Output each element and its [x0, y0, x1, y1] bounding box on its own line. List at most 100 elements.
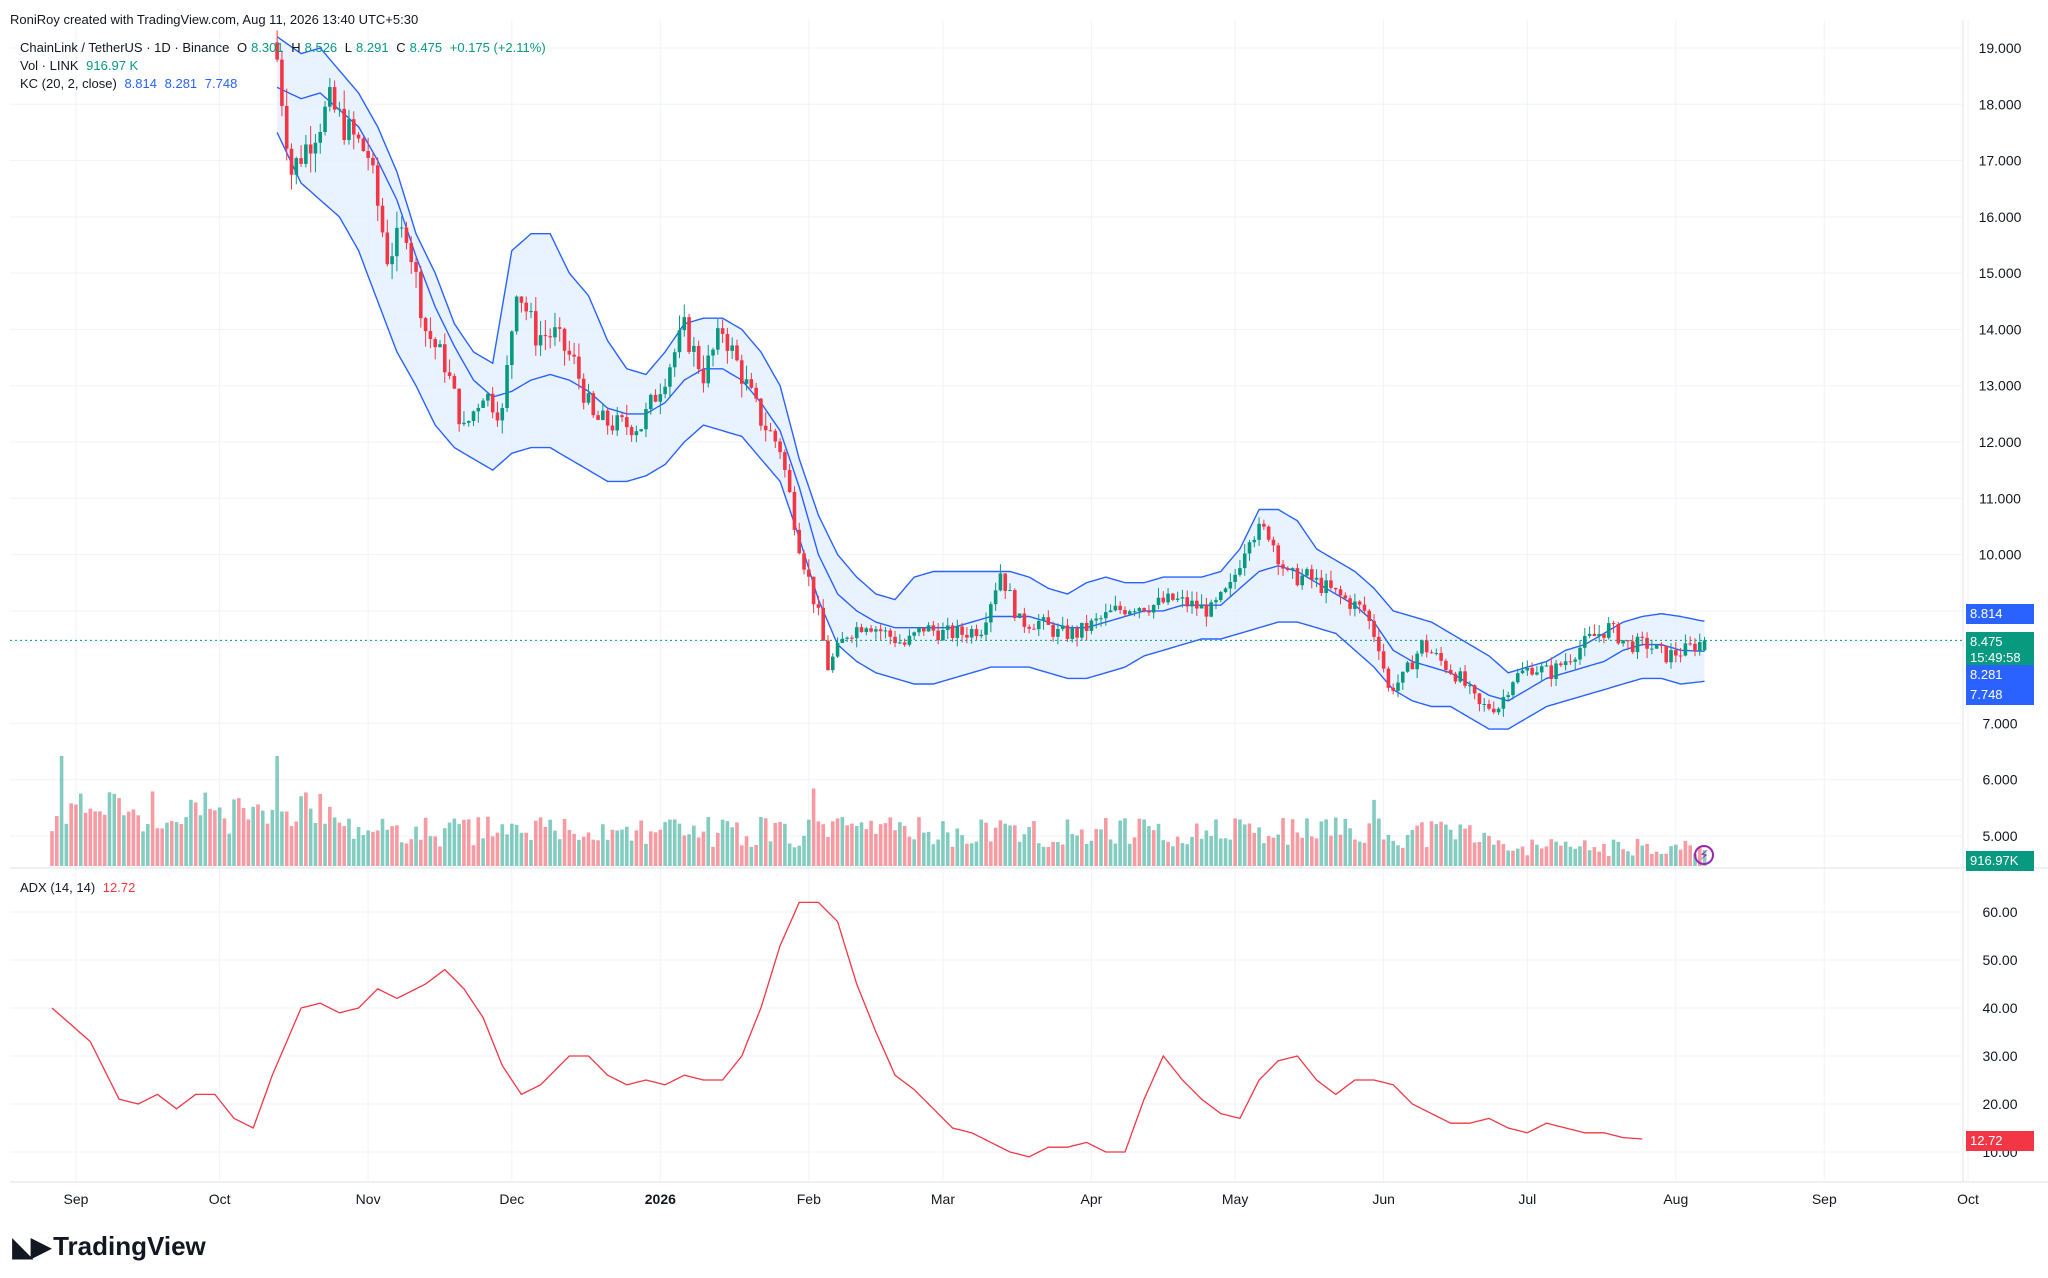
- volume-bar: [826, 836, 830, 866]
- volume-bar: [514, 824, 519, 866]
- volume-bar: [1314, 838, 1319, 866]
- candle-body: [1070, 628, 1075, 639]
- volume-bar: [955, 828, 960, 866]
- volume-bar: [1482, 832, 1487, 866]
- tradingview-logo[interactable]: ◣▶ TradingView: [12, 1230, 206, 1263]
- volume-bar: [1444, 824, 1448, 866]
- volume-bar: [1683, 840, 1688, 866]
- kc-upper-tag: 8.814: [1966, 604, 2034, 624]
- volume-bar: [792, 847, 797, 866]
- candle-body: [553, 327, 557, 338]
- candle-body: [749, 379, 754, 388]
- volume-legend[interactable]: Vol · LINK 916.97 K: [20, 58, 142, 73]
- candle-body: [1329, 580, 1333, 588]
- candle-body: [1199, 604, 1204, 609]
- volume-bar: [730, 827, 734, 866]
- volume-bar: [1463, 828, 1467, 866]
- candle-body: [318, 132, 323, 143]
- candle-body: [1693, 643, 1697, 652]
- volume-bar: [1305, 818, 1309, 866]
- volume-bar: [222, 818, 227, 866]
- candle-body: [1104, 612, 1108, 619]
- candle-body: [581, 378, 586, 403]
- candle-body: [1151, 605, 1156, 613]
- adx-legend[interactable]: ADX (14, 14) 12.72: [20, 880, 139, 895]
- candle-body: [1089, 620, 1094, 631]
- volume-bar: [1602, 844, 1606, 866]
- volume-bar: [433, 836, 437, 866]
- candle-body: [658, 394, 663, 402]
- symbol-legend[interactable]: ChainLink / TetherUS · 1D · Binance O 8.3…: [20, 40, 550, 55]
- candle-body: [1056, 628, 1060, 637]
- volume-bar: [1233, 818, 1237, 866]
- candle-body: [328, 87, 332, 107]
- volume-bar: [1511, 850, 1515, 866]
- candle-body: [1468, 685, 1472, 687]
- volume-bar: [1372, 799, 1376, 866]
- volume-bar: [1554, 841, 1558, 866]
- volume-bar: [1257, 827, 1261, 866]
- volume-bar: [1132, 837, 1137, 866]
- volume-bar: [648, 831, 653, 866]
- candle-body: [854, 627, 859, 639]
- candle-body: [1338, 589, 1343, 596]
- candle-body: [1175, 598, 1180, 600]
- volume-bar: [1089, 840, 1094, 866]
- volume-bar: [859, 822, 864, 866]
- volume-bar: [419, 839, 423, 866]
- price-tick-label: 19.000: [1979, 40, 2022, 56]
- volume-bar: [1621, 849, 1625, 866]
- volume-value: 916.97 K: [86, 58, 139, 73]
- candle-body: [1209, 602, 1213, 617]
- volume-bar: [1530, 839, 1534, 866]
- candle-body: [1554, 663, 1558, 679]
- candle-body: [783, 452, 787, 470]
- candle-body: [720, 328, 725, 334]
- candle-body: [414, 262, 418, 272]
- volume-bar: [126, 811, 131, 866]
- candle-body: [955, 626, 960, 638]
- volume-bar: [1156, 823, 1161, 866]
- volume-bar: [1626, 851, 1630, 866]
- candle-body: [1113, 605, 1118, 611]
- candle-body: [989, 604, 993, 623]
- volume-bar: [1434, 824, 1439, 866]
- volume-bar: [1343, 819, 1348, 866]
- candle-body: [1391, 687, 1395, 691]
- candle-body: [1156, 597, 1161, 606]
- volume-bar: [1535, 844, 1539, 866]
- time-tick-label: Aug: [1663, 1191, 1688, 1207]
- candle-body: [284, 105, 289, 149]
- volume-bar: [1195, 823, 1199, 866]
- candle-body: [289, 148, 294, 175]
- candle-body: [1640, 636, 1645, 638]
- volume-bar: [1056, 842, 1060, 866]
- volume-bar: [850, 823, 854, 866]
- volume-bar: [1190, 836, 1194, 866]
- volume-bar: [917, 817, 921, 866]
- volume-bar: [1070, 833, 1075, 866]
- volume-bar: [912, 839, 916, 866]
- volume-bar: [466, 819, 471, 866]
- time-tick-label: Dec: [499, 1191, 524, 1207]
- volume-bar: [1080, 829, 1084, 866]
- tradingview-mark-icon: ◣▶: [12, 1231, 52, 1262]
- candle-body: [1606, 623, 1611, 638]
- volume-bar: [586, 832, 591, 866]
- volume-bar: [711, 846, 715, 866]
- kc-legend[interactable]: KC (20, 2, close) 8.814 8.281 7.748: [20, 76, 241, 91]
- volume-bar: [510, 823, 514, 866]
- candle-body: [1415, 653, 1419, 670]
- candle-body: [1266, 526, 1271, 540]
- candle-body: [1305, 569, 1309, 576]
- candle-body: [337, 108, 342, 110]
- lightning-icon[interactable]: ⚡: [1694, 845, 1714, 865]
- candle-body: [1630, 641, 1635, 653]
- candle-body: [998, 573, 1003, 591]
- volume-bar: [807, 819, 811, 866]
- volume-bar: [1185, 844, 1190, 866]
- volume-bar: [1209, 836, 1213, 866]
- volume-bar: [476, 817, 481, 866]
- candle-body: [1592, 633, 1597, 637]
- candle-body: [634, 431, 639, 436]
